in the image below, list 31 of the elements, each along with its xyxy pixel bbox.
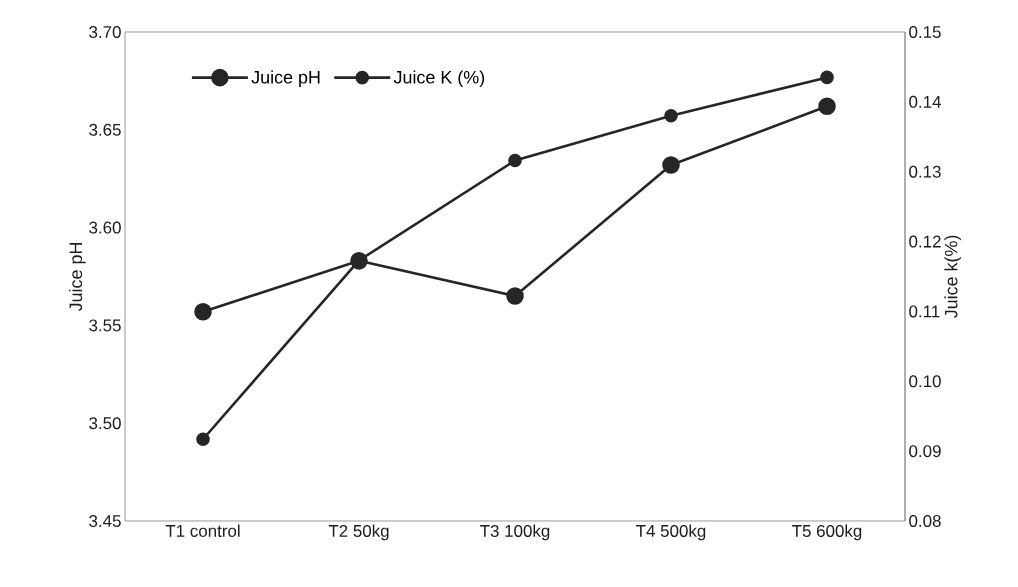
x-tick-label: T2 50kg [328,524,389,541]
y-axis-title: Juice pH [68,243,86,312]
y-tick-label: 3.70 [89,25,121,38]
y-tick-label: 3.60 [89,221,121,234]
x-tick-label: T5 600kg [792,524,862,541]
point [194,302,212,321]
y-tick-label: 3.65 [89,123,121,136]
point [508,153,522,168]
legend-label: Juice K (%) [393,70,485,88]
point [506,287,524,305]
y2-tick-label: 0.14 [909,95,941,108]
y2-tick-label: 0.10 [909,375,941,388]
y2-tick-label: 0.11 [909,305,940,318]
y2-axis-title: Juice k(%) [944,235,962,319]
point [196,432,210,447]
y-tick-label: 3.55 [89,319,121,332]
y2-tick-label: 0.12 [909,235,941,248]
x-tick-label: T1 control [165,524,240,537]
point [820,70,834,85]
x-tick-label: T3 100kg [480,524,550,541]
x-tick-label: T4 500kg [636,524,706,541]
y2-tick-label: 0.15 [909,25,941,38]
y2-tick-label: 0.13 [909,165,941,178]
y-tick-label: 3.50 [89,417,121,430]
point [662,156,680,174]
y2-tick-label: 0.09 [909,445,941,458]
point [664,109,678,123]
y2-tick-label: 0.08 [909,514,941,527]
y-tick-label: 3.45 [89,514,121,527]
point [818,97,836,116]
legend-label: Juice pH [251,70,320,88]
